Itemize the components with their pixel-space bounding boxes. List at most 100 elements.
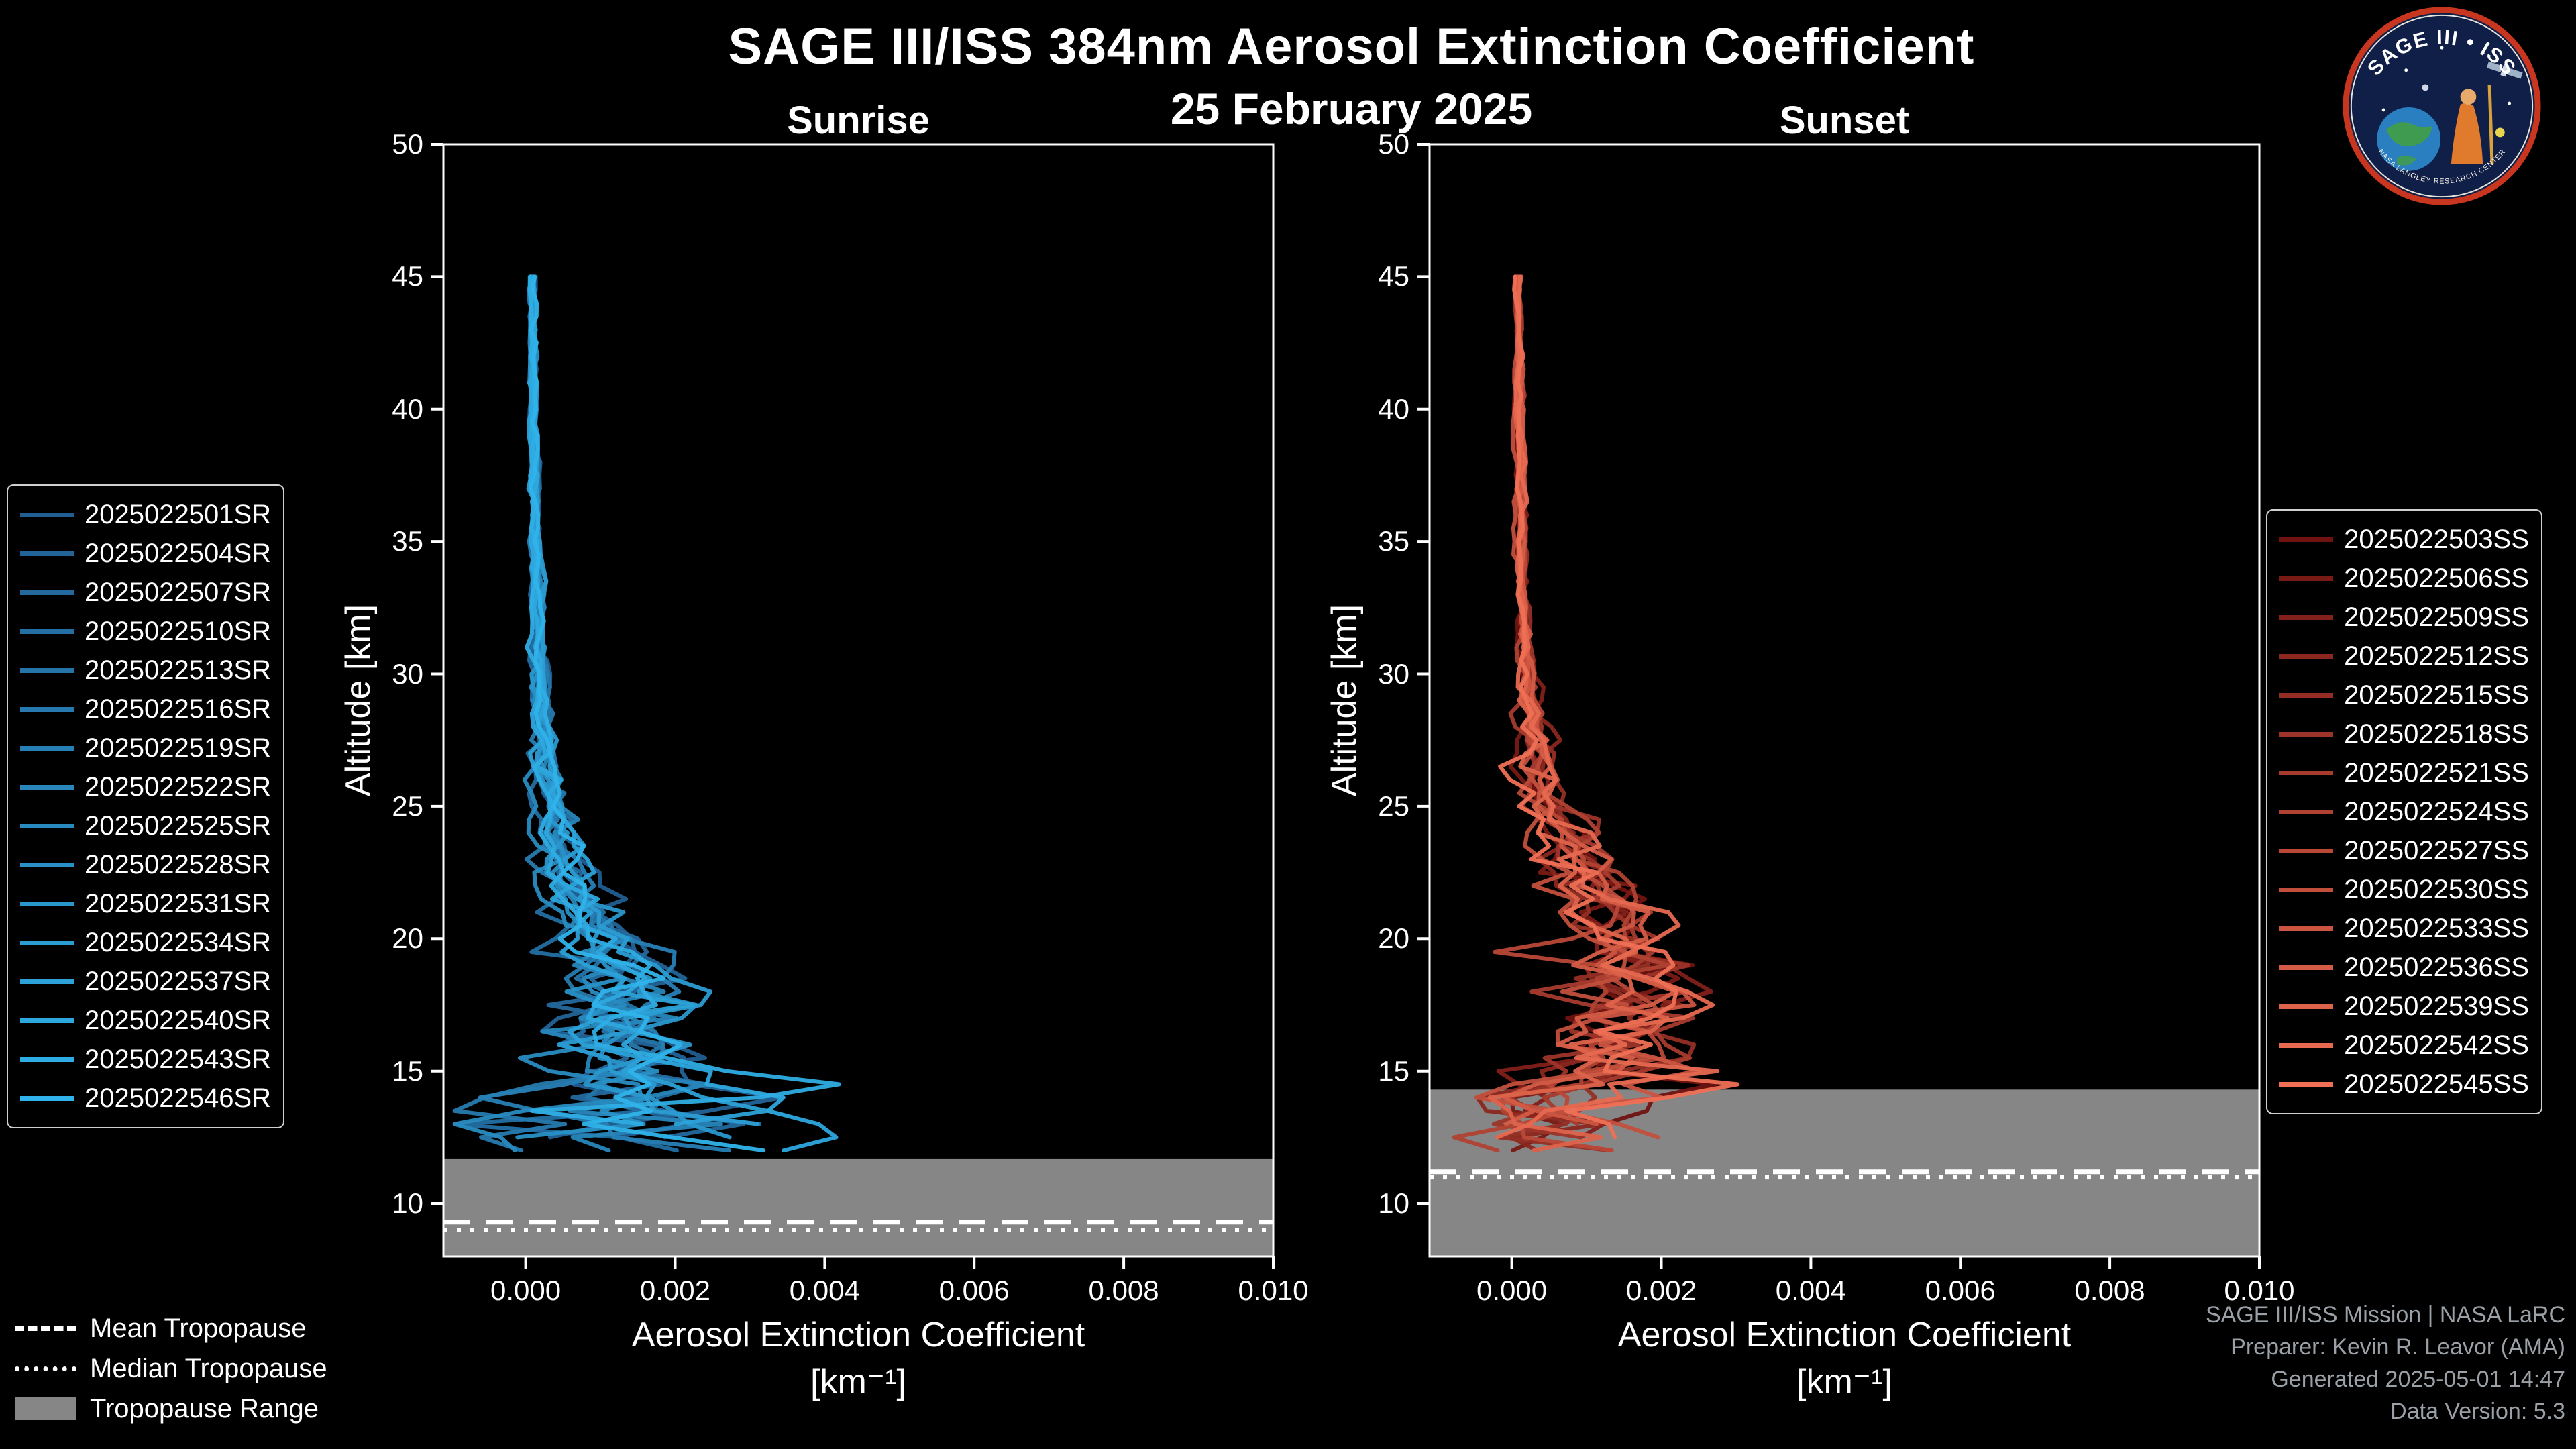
profile-line: [529, 274, 766, 1153]
plot-border: [1428, 143, 2261, 1258]
legend-item-label: 2025022528SR: [85, 849, 272, 879]
tropopause-legend: Mean Tropopause Median Tropopause Tropop…: [15, 1308, 327, 1429]
logo-ring: [2343, 7, 2541, 205]
legend-item-label: 2025022506SS: [2344, 563, 2529, 593]
y-tick-label: 35: [1378, 525, 1409, 557]
legend-line-sample: [2279, 614, 2334, 620]
legend-item: 2025022531SR: [20, 884, 271, 923]
y-tick-label: 25: [1378, 790, 1409, 822]
legend-item: 2025022522SR: [20, 767, 271, 806]
legend-item: 2025022506SS: [2279, 559, 2529, 598]
x-tick-label: 0.008: [2074, 1275, 2145, 1306]
legend-item-label: 2025022531SR: [85, 888, 272, 918]
plot-border: [442, 143, 1275, 1258]
legend-line-sample: [20, 823, 74, 828]
date-subtitle: 25 February 2025: [1170, 84, 1533, 133]
legend-line-sample: [20, 590, 74, 595]
y-tick-label: 15: [1378, 1055, 1409, 1087]
legend-line-sample: [20, 629, 74, 634]
x-tick-label: 0.000: [490, 1275, 561, 1306]
profile-line: [1452, 274, 1670, 1153]
legend-item-label: 2025022540SR: [85, 1005, 272, 1035]
y-tick-label: 30: [1378, 657, 1409, 690]
legend-item: 2025022534SR: [20, 923, 271, 962]
sage-figure: [2451, 103, 2483, 164]
sage-staff: [2487, 85, 2494, 164]
legend-item-label: 2025022509SS: [2344, 602, 2529, 632]
legend-item-label: 2025022515SS: [2344, 680, 2529, 710]
sunset-legend: 2025022503SS 2025022506SS 2025022509SS 2025…: [2266, 509, 2542, 1114]
legend-item: 2025022533SS: [2279, 909, 2529, 948]
legend-item: 2025022519SR: [20, 729, 271, 767]
tropopause-range-label: Tropopause Range: [90, 1393, 319, 1424]
sage-figure-head: [2460, 89, 2477, 105]
legend-line-sample: [20, 745, 74, 751]
legend-item-label: 2025022534SR: [85, 927, 272, 957]
sunrise-plot: [431, 143, 1275, 1269]
x-tick-label: 0.010: [1238, 1275, 1309, 1306]
legend-item: 2025022540SR: [20, 1001, 271, 1040]
y-tick-label: 20: [1378, 922, 1409, 955]
x-tick-label: 0.006: [1925, 1275, 1996, 1306]
legend-line-sample: [20, 512, 74, 517]
legend-item-label: 2025022507SR: [85, 577, 272, 607]
sunset-x-axis-units: [km⁻¹]: [1796, 1362, 1892, 1401]
legend-item-label: 2025022545SS: [2344, 1069, 2529, 1099]
legend-item: 2025022537SR: [20, 962, 271, 1001]
legend-item-label: 2025022536SS: [2344, 952, 2529, 982]
legend-item-label: 2025022527SS: [2344, 835, 2529, 865]
legend-line-sample: [20, 979, 74, 984]
profile-line: [1514, 274, 1701, 1126]
credits-preparer: Preparer: Kevin R. Leavor (AMA): [2231, 1334, 2565, 1360]
star-icon: [2481, 51, 2485, 55]
legend-item-label: 2025022530SS: [2344, 874, 2529, 904]
legend-line-sample: [20, 940, 74, 945]
legend-line-sample: [20, 901, 74, 906]
legend-item: 2025022507SR: [20, 573, 271, 612]
legend-item-label: 2025022510SR: [85, 616, 272, 646]
legend-item-label: 2025022519SR: [85, 733, 272, 763]
gray-box-icon: [15, 1397, 76, 1420]
y-tick-label: 50: [1378, 128, 1409, 160]
legend-item: 2025022515SS: [2279, 676, 2529, 714]
legend-item-label: 2025022522SR: [85, 771, 272, 802]
legend-item-label: 2025022516SR: [85, 694, 272, 724]
legend-item: 2025022521SS: [2279, 753, 2529, 792]
legend-item-label: 2025022525SR: [85, 810, 272, 841]
x-tick-label: 0.008: [1088, 1275, 1159, 1306]
legend-line-sample: [20, 784, 74, 790]
legend-item: 2025022512SS: [2279, 637, 2529, 676]
y-tick-label: 25: [392, 790, 423, 822]
x-tick-label: 0.002: [639, 1275, 710, 1306]
iss-icon: [2486, 61, 2523, 79]
legend-line-sample: [2279, 770, 2334, 775]
mission-logo-badge: SAGE III • ISS NASA LANGLEY RESEARCH CEN…: [2343, 7, 2541, 205]
legend-item-label: 2025022512SS: [2344, 641, 2529, 671]
legend-line-sample: [2279, 653, 2334, 659]
legend-item: 2025022501SR: [20, 495, 271, 534]
x-tick-label: 0.010: [2224, 1275, 2295, 1306]
legend-item-label: 2025022503SS: [2344, 524, 2529, 554]
legend-item: 2025022524SS: [2279, 792, 2529, 831]
legend-item: 2025022546SR: [20, 1079, 271, 1118]
legend-item-label: 2025022539SS: [2344, 991, 2529, 1021]
legend-line-sample: [2279, 965, 2334, 970]
sunrise-x-axis-units: [km⁻¹]: [810, 1362, 906, 1401]
legend-item-label: 2025022542SS: [2344, 1030, 2529, 1060]
tropopause-range-legend-item: Tropopause Range: [15, 1389, 327, 1429]
legend-item-label: 2025022543SR: [85, 1044, 272, 1074]
sunrise-legend: 2025022501SR 2025022504SR 2025022507SR 2025…: [7, 484, 285, 1128]
legend-line-sample: [20, 1057, 74, 1062]
credits-mission: SAGE III/ISS Mission | NASA LaRC: [2205, 1302, 2565, 1328]
y-tick-label: 45: [392, 260, 423, 292]
y-tick-label: 15: [392, 1055, 423, 1087]
y-tick-label: 45: [1378, 260, 1409, 292]
x-tick-label: 0.006: [938, 1275, 1010, 1306]
x-tick-label: 0.002: [1625, 1275, 1697, 1306]
legend-item-label: 2025022537SR: [85, 966, 272, 996]
legend-item: 2025022518SS: [2279, 714, 2529, 753]
legend-line-sample: [2279, 848, 2334, 853]
legend-item-label: 2025022513SR: [85, 655, 272, 685]
earth-land: [2396, 156, 2417, 166]
